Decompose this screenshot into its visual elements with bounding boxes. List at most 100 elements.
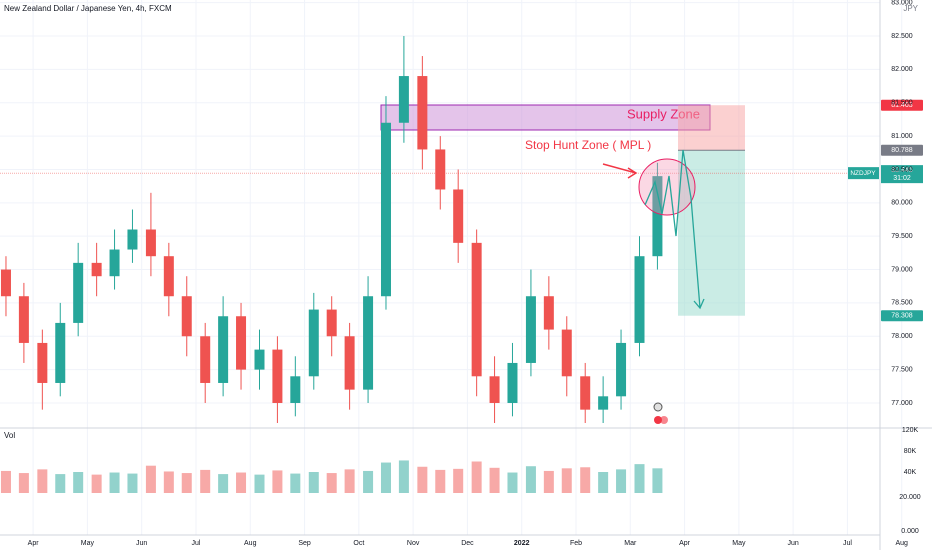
entry-tag xyxy=(881,144,923,156)
y-tick-label: 80.000 xyxy=(891,200,913,207)
candle-body xyxy=(471,242,482,377)
candles xyxy=(0,36,663,493)
target-zone xyxy=(678,150,745,316)
event-icon xyxy=(654,416,662,424)
candle-body xyxy=(254,349,265,370)
volume-bar xyxy=(398,460,409,493)
y-tick-label: 77.000 xyxy=(891,400,913,407)
candle-body xyxy=(200,336,211,383)
y-tick-label: 83.000 xyxy=(891,0,913,7)
volume-label: Vol xyxy=(4,431,15,440)
candle-body xyxy=(543,296,554,330)
x-tick-label: Jun xyxy=(136,540,147,547)
candle-body xyxy=(344,336,355,390)
target-tag-label: 78.308 xyxy=(891,313,913,320)
volume-bar xyxy=(200,469,211,493)
y-tick-label: 80.500 xyxy=(891,166,913,173)
y-tick-label: 79.500 xyxy=(891,233,913,240)
y-tick-label: 81.500 xyxy=(891,100,913,107)
candle-body xyxy=(525,296,536,363)
candle-body xyxy=(145,229,156,257)
x-tick-label: Jun xyxy=(787,540,798,547)
x-tick-label: Nov xyxy=(407,540,420,547)
candle-body xyxy=(634,256,645,343)
volume-bar xyxy=(37,469,48,493)
volume-bar xyxy=(380,462,391,493)
x-tick-label: Oct xyxy=(353,540,364,547)
volume-bar xyxy=(109,472,120,493)
candle-body xyxy=(109,249,120,277)
volume-bar xyxy=(525,466,536,493)
position xyxy=(0,105,880,316)
projection-path xyxy=(644,149,705,310)
volume-bar xyxy=(453,468,464,493)
volume-bar xyxy=(580,467,591,493)
countdown-label: 31:02 xyxy=(893,175,911,182)
x-tick-label: Jul xyxy=(843,540,852,547)
candle-body xyxy=(37,342,48,383)
x-tick-label: 2022 xyxy=(514,540,530,547)
candle-body xyxy=(326,309,337,337)
symbol-tag xyxy=(848,167,879,180)
candle-body xyxy=(308,309,319,377)
chart-title: New Zealand Dollar / Japanese Yen, 4h, F… xyxy=(4,4,172,13)
volume-bar xyxy=(163,471,174,493)
x-tick-label: Apr xyxy=(679,540,691,547)
stop-hunt-arrow xyxy=(602,163,638,179)
candle-body xyxy=(507,362,518,403)
volume-bar xyxy=(471,461,482,493)
volume-bar xyxy=(543,470,554,493)
volume-bar xyxy=(272,470,283,493)
volume-bar xyxy=(254,474,265,493)
volume-bar xyxy=(435,469,446,493)
volume-bar xyxy=(55,474,66,493)
volume-bar xyxy=(145,465,156,493)
volume-bar xyxy=(652,468,663,493)
candle-body xyxy=(236,316,247,370)
volume-tick-label: 120K xyxy=(902,427,919,434)
volume-bar xyxy=(417,466,428,493)
x-tick-label: Apr xyxy=(28,540,40,547)
candle-body xyxy=(55,322,66,383)
candle-body xyxy=(218,316,229,383)
event-icon xyxy=(653,402,663,412)
volume-bar xyxy=(308,472,319,493)
candle-body xyxy=(489,376,500,403)
candle-body xyxy=(181,296,192,337)
candle-body xyxy=(73,262,84,323)
volume-bar xyxy=(616,469,627,493)
volume-tick-label: 40K xyxy=(904,469,917,476)
symbol-label: NZDJPY xyxy=(850,170,876,177)
volume-bar xyxy=(18,473,29,493)
volume-bar xyxy=(326,473,337,493)
candle-body xyxy=(598,396,609,410)
x-tick-label: Dec xyxy=(461,540,474,547)
candle-body xyxy=(561,329,572,377)
volume-bar xyxy=(507,472,518,493)
candle-body xyxy=(91,262,102,277)
volume-bar xyxy=(73,472,84,493)
candle-body xyxy=(127,229,138,250)
x-tick-label: May xyxy=(81,540,95,547)
candle-body xyxy=(380,122,391,297)
candle-body xyxy=(652,176,663,257)
volume-bar xyxy=(344,469,355,493)
x-tick-label: Jul xyxy=(192,540,201,547)
volume-tick-label: 80K xyxy=(904,448,917,455)
candle-body xyxy=(435,149,446,190)
last-price-tag xyxy=(881,165,923,184)
volume-bar xyxy=(290,473,301,493)
candle-body xyxy=(363,296,374,390)
x-tick-label: Feb xyxy=(570,540,582,547)
candle-body xyxy=(272,349,283,403)
stop-hunt-label: Stop Hunt Zone ( MPL ) xyxy=(525,138,651,152)
volume-bar xyxy=(489,467,500,493)
candle-body xyxy=(18,296,29,343)
x-tick-label: Sep xyxy=(298,540,311,547)
volume-ma-tick-label: 20.000 xyxy=(899,494,921,501)
candle-body xyxy=(398,76,409,123)
candle-body xyxy=(417,76,428,150)
volume-bar xyxy=(363,470,374,493)
x-tick-label: Aug xyxy=(895,540,908,547)
candle-body xyxy=(290,376,301,403)
